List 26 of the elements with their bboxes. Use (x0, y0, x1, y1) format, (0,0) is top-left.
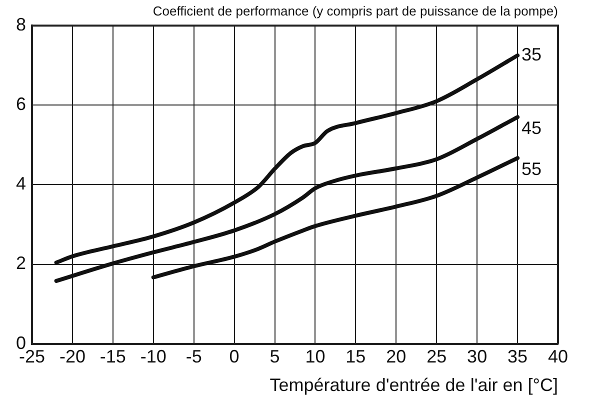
x-tick-label: 0 (229, 346, 240, 367)
series-label: 55 (522, 159, 542, 180)
x-tick-label: 25 (426, 346, 447, 367)
y-tick-label: 2 (16, 253, 26, 274)
x-tick-label: -15 (100, 346, 126, 367)
x-tick-label: 30 (467, 346, 488, 367)
series-label: 35 (522, 44, 542, 64)
line-series (54, 115, 520, 283)
x-axis-title: Température d'entrée de l'air en [°C] (270, 375, 558, 396)
x-tick-label: -5 (186, 346, 202, 367)
x-tick-label: -10 (140, 346, 166, 367)
line-series (54, 53, 520, 265)
y-tick-label: 4 (16, 174, 26, 194)
x-tick-label: 10 (305, 346, 326, 367)
chart-title: Coefficient de performance (y compris part de puissance de la pompe) (152, 3, 558, 18)
x-tick-label: 5 (270, 346, 280, 367)
x-tick-label: 15 (346, 346, 366, 367)
x-tick-label: 35 (508, 346, 528, 367)
line-series (151, 156, 520, 280)
x-tick-label: 20 (386, 346, 406, 367)
y-tick-label: 8 (16, 14, 26, 35)
y-tick-label: 0 (16, 332, 26, 353)
x-tick-label: -20 (59, 346, 86, 367)
series-label: 45 (522, 118, 542, 138)
x-tick-label: 40 (548, 346, 568, 367)
y-tick-label: 6 (16, 94, 26, 114)
